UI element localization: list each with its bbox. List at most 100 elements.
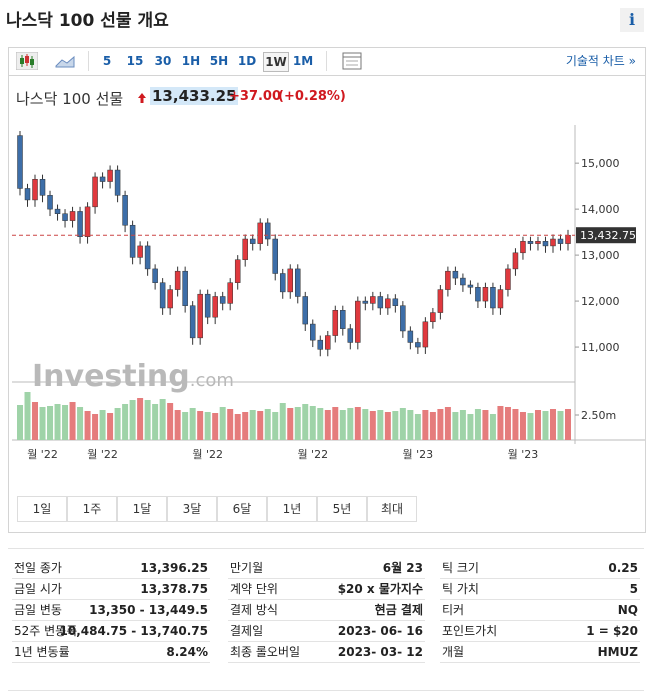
volume-bar xyxy=(144,400,151,440)
interval-button[interactable]: 15 xyxy=(126,54,144,68)
interval-button[interactable]: 5H xyxy=(209,54,229,68)
interval-button[interactable]: 30 xyxy=(154,54,172,68)
volume-bar xyxy=(24,392,31,440)
candle-body xyxy=(84,206,91,237)
candle-body xyxy=(542,241,549,247)
candle-body xyxy=(272,238,278,274)
separator xyxy=(88,51,89,71)
volume-bar xyxy=(504,407,511,440)
volume-bar xyxy=(354,407,361,440)
quote-change: +37.00 xyxy=(229,89,282,104)
candle-body xyxy=(475,287,481,302)
range-button[interactable]: 1주 xyxy=(67,496,117,522)
volume-bar xyxy=(77,407,84,440)
volume-bar xyxy=(429,412,436,440)
page-title: 나스닥 100 선물 개요 xyxy=(6,11,169,31)
candle-body xyxy=(407,330,414,343)
interval-button[interactable]: 1H xyxy=(181,54,201,68)
volume-bar xyxy=(272,412,279,440)
volume-bar xyxy=(482,410,489,440)
volume-bar xyxy=(422,410,429,440)
technical-chart-link[interactable]: 기술적 차트 » xyxy=(565,54,636,68)
candle-body xyxy=(332,310,339,336)
volume-bar xyxy=(234,414,241,440)
quote-change-pct: (+0.28%) xyxy=(278,89,346,104)
candle-body xyxy=(325,335,331,350)
volume-bar xyxy=(527,413,534,440)
table-row: 금일 시가 13,378.75 xyxy=(12,579,210,600)
range-button[interactable]: 1달 xyxy=(117,496,167,522)
volume-bar xyxy=(534,410,541,440)
table-key: 포인트가치 xyxy=(442,624,498,638)
candle-body xyxy=(279,273,286,293)
table-row: 만기월 6월 23 xyxy=(228,558,425,579)
info-button[interactable]: i xyxy=(620,8,644,32)
range-button[interactable]: 최대 xyxy=(367,496,417,522)
table-key: 결제일 xyxy=(230,624,264,638)
range-button[interactable]: 3달 xyxy=(167,496,217,522)
candle-body xyxy=(107,169,113,182)
volume-bar xyxy=(69,402,76,440)
volume-bar xyxy=(249,410,256,440)
candle-icon[interactable] xyxy=(16,52,38,70)
candle-body xyxy=(445,270,451,290)
x-tick-label: 월 '22 xyxy=(297,448,328,461)
range-button[interactable]: 6달 xyxy=(217,496,267,522)
candle-body xyxy=(212,296,218,318)
divider xyxy=(8,548,644,549)
table-value: 8.24% xyxy=(166,645,208,659)
candle-body xyxy=(347,328,354,343)
volume-bar xyxy=(497,406,504,440)
volume-bar xyxy=(474,409,481,440)
volume-bar xyxy=(407,410,414,440)
candle-body xyxy=(535,241,541,244)
candle-body xyxy=(527,241,534,244)
table-value: 13,350 - 13,449.5 xyxy=(89,603,208,617)
table-value: 5 xyxy=(629,582,638,596)
volume-bar xyxy=(62,405,69,440)
area-icon[interactable] xyxy=(54,52,76,70)
candle-body xyxy=(340,310,346,329)
x-tick-label: 월 '22 xyxy=(87,448,118,461)
candle-body xyxy=(385,298,391,309)
volume-bar xyxy=(452,412,459,440)
table-row: 최종 롤오버일 2023- 03- 12 xyxy=(228,642,425,663)
volume-bar xyxy=(309,406,316,440)
volume-bar xyxy=(542,411,549,440)
last-price-label: 13,432.75 xyxy=(580,229,636,242)
y-tick-label: 13,000 xyxy=(581,249,620,262)
volume-bar xyxy=(264,409,271,440)
volume-bar xyxy=(32,402,39,440)
candle-body xyxy=(144,245,151,270)
table-value: HMUZ xyxy=(597,645,638,659)
candle-body xyxy=(377,296,384,309)
volume-bar xyxy=(565,409,571,440)
volume-bar xyxy=(39,407,46,440)
range-button[interactable]: 5년 xyxy=(317,496,367,522)
interval-button[interactable]: 5 xyxy=(102,54,112,68)
y-tick-label: 15,000 xyxy=(581,157,620,170)
interval-button[interactable]: 1W xyxy=(263,52,289,72)
volume-bar xyxy=(519,412,526,440)
volume-bar xyxy=(84,411,91,440)
table-key: 금일 변동 xyxy=(14,603,62,617)
table-value: 10,484.75 - 13,740.75 xyxy=(59,624,208,638)
y-tick-label: 12,000 xyxy=(581,295,620,308)
table-key: 52주 변동폭 xyxy=(14,624,78,638)
interval-button[interactable]: 1M xyxy=(292,54,314,68)
range-button[interactable]: 1년 xyxy=(267,496,317,522)
table-key: 금일 시가 xyxy=(14,582,62,596)
candle-body xyxy=(467,284,474,288)
settings-icon[interactable] xyxy=(342,52,362,70)
candle-body xyxy=(182,270,188,306)
volume-bar xyxy=(174,410,181,440)
volume-bar xyxy=(347,408,354,440)
range-button[interactable]: 1일 xyxy=(17,496,67,522)
candle-body xyxy=(159,282,166,309)
candle-body xyxy=(39,179,46,196)
volume-bar xyxy=(197,411,204,440)
quote-price: 13,433.25 xyxy=(150,87,239,105)
interval-button[interactable]: 1D xyxy=(237,54,257,68)
volume-bar xyxy=(17,405,23,440)
